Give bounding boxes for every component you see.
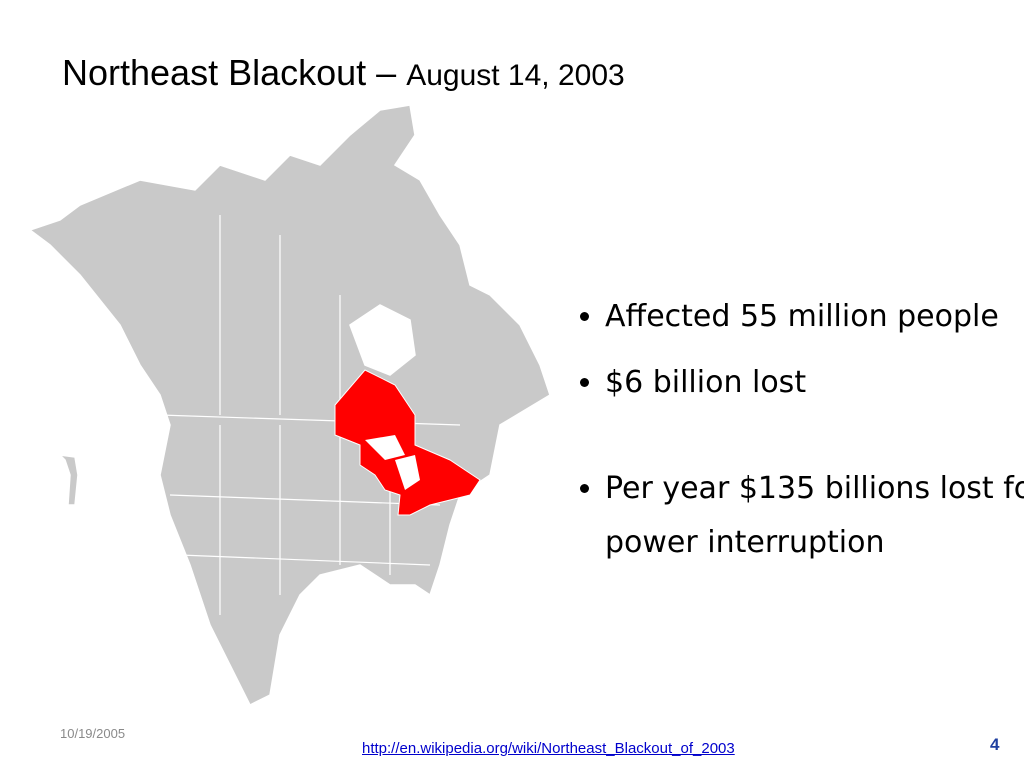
source-link[interactable]: http://en.wikipedia.org/wiki/Northeast_B…	[362, 740, 735, 757]
map-border	[159, 215, 461, 615]
bullet: $6 billion lost	[605, 356, 1024, 410]
bullet: Per year $135 billions lost for power in…	[605, 462, 1024, 570]
map-land	[28, 104, 551, 707]
title-main: Northeast Blackout –	[62, 52, 397, 93]
bullet-list: Affected 55 million people $6 billion lo…	[560, 290, 1024, 582]
page-number: 4	[990, 735, 1000, 754]
map-great-lakes	[365, 435, 420, 490]
map-hudson-bay	[349, 304, 416, 376]
slide-title: Northeast Blackout – August 14, 2003	[62, 52, 625, 94]
bullet: Affected 55 million people	[605, 290, 1024, 344]
footer-date: 10/19/2005	[60, 726, 126, 741]
map-blackout-region	[334, 369, 481, 516]
map	[28, 104, 551, 707]
map-hawaii	[57, 453, 79, 506]
title-date: August 14, 2003	[406, 59, 625, 92]
